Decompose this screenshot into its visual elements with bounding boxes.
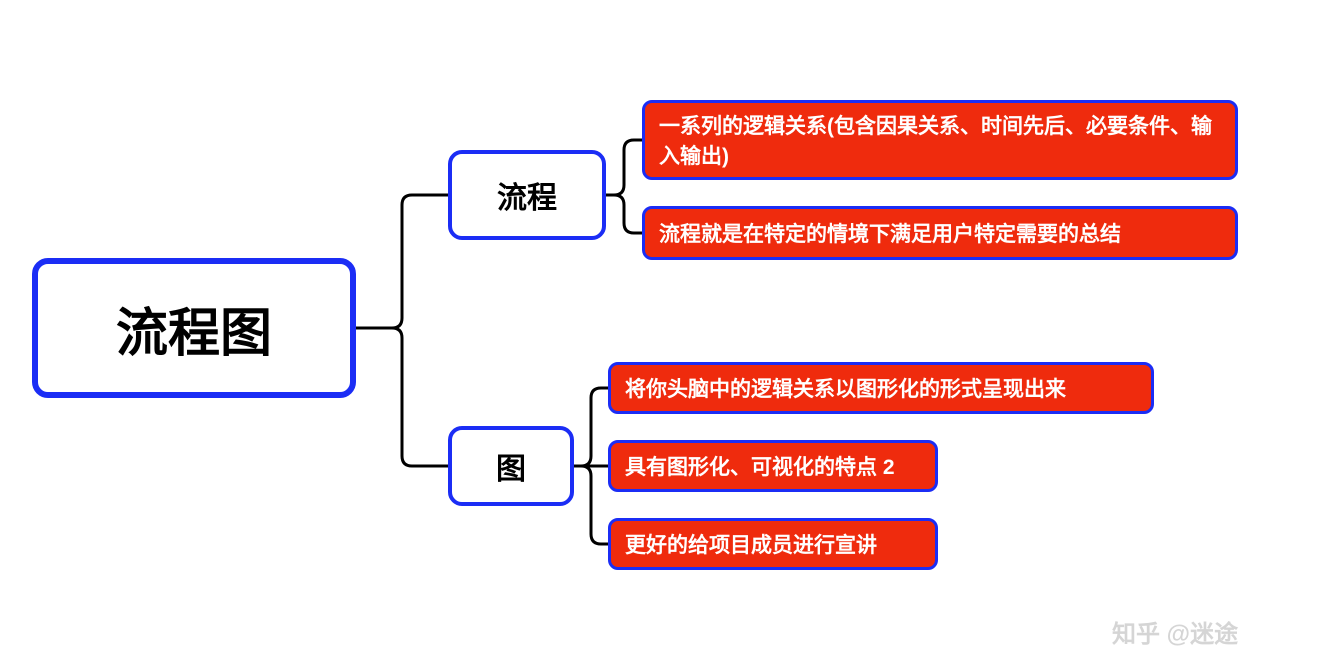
watermark-text: 知乎 @迷途	[1112, 614, 1238, 649]
leaf-node-1-0: 将你头脑中的逻辑关系以图形化的形式呈现出来	[608, 362, 1154, 414]
leaf-node-0-1: 流程就是在特定的情境下满足用户特定需要的总结	[642, 206, 1238, 260]
root-node: 流程图	[32, 258, 356, 398]
leaf-node-1-1: 具有图形化、可视化的特点 2	[608, 440, 938, 492]
branch-node-0: 流程	[448, 150, 606, 240]
leaf-node-0-0: 一系列的逻辑关系(包含因果关系、时间先后、必要条件、输入输出)	[642, 100, 1238, 180]
connector-line	[606, 195, 642, 233]
connector-line	[574, 388, 608, 466]
connector-line	[356, 328, 448, 466]
connector-line	[606, 140, 642, 195]
connector-line	[356, 195, 448, 328]
leaf-node-1-2: 更好的给项目成员进行宣讲	[608, 518, 938, 570]
branch-node-1: 图	[448, 426, 574, 506]
connector-line	[574, 466, 608, 544]
